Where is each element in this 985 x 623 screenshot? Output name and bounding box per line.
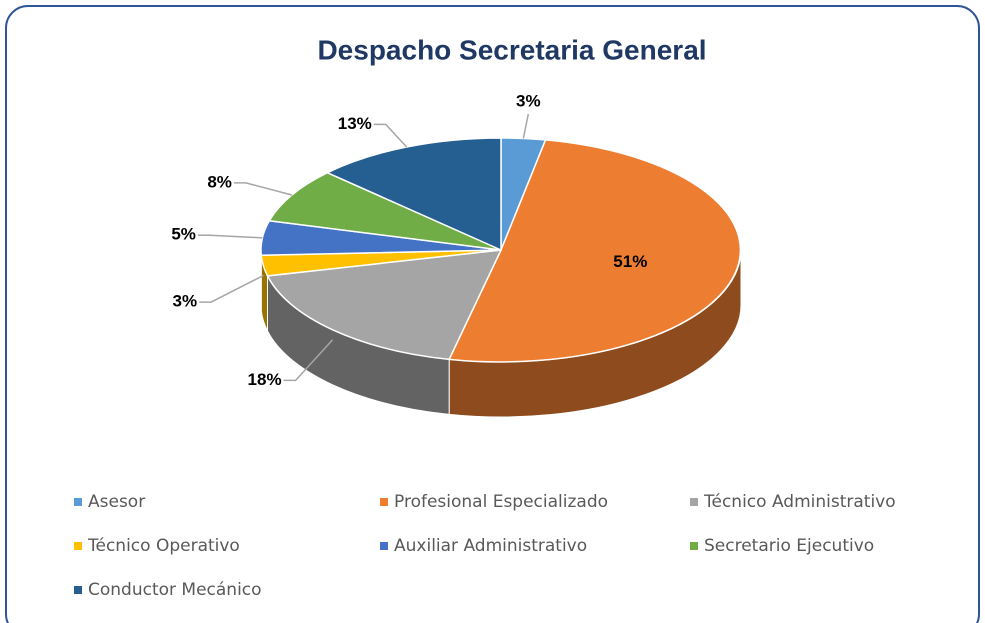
legend-label: Técnico Administrativo xyxy=(703,492,896,512)
legend-swatch xyxy=(690,498,698,506)
data-label: 13% xyxy=(338,114,372,133)
leader-line xyxy=(283,339,334,382)
legend-label: Profesional Especializado xyxy=(394,492,608,512)
legend-label: Auxiliar Administrativo xyxy=(394,536,587,556)
leader-line xyxy=(233,182,293,196)
leader-line xyxy=(199,274,264,303)
leader-line xyxy=(197,234,263,239)
data-label: 51% xyxy=(613,252,647,271)
slice xyxy=(448,139,742,363)
legend-label: Conductor Mecánico xyxy=(88,580,262,600)
leader-line xyxy=(522,113,530,139)
chart-title: Despacho Secretaria General xyxy=(317,34,706,65)
legend-swatch xyxy=(74,498,82,506)
data-label: 8% xyxy=(207,172,232,191)
data-label: 5% xyxy=(171,225,196,244)
data-label: 18% xyxy=(248,370,282,389)
slice xyxy=(266,249,503,361)
legend-swatch xyxy=(380,498,388,506)
legend-label: Secretario Ejecutivo xyxy=(704,536,874,556)
legend-label: Asesor xyxy=(88,492,145,512)
data-label: 3% xyxy=(516,91,541,110)
data-label: 3% xyxy=(172,292,197,311)
legend-swatch xyxy=(380,542,388,550)
legend-swatch xyxy=(74,542,82,550)
legend-label: Técnico Operativo xyxy=(87,536,240,556)
legend-swatch xyxy=(690,542,698,550)
legend-swatch xyxy=(74,586,82,594)
leader-line xyxy=(373,123,408,148)
